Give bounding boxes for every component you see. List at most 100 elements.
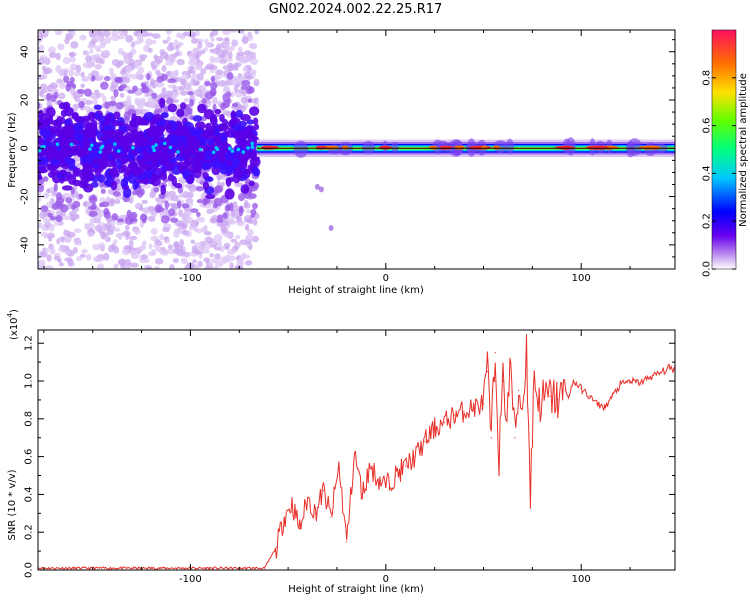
noise-blob — [89, 48, 94, 54]
noise-blob — [125, 102, 130, 107]
tonal-peak — [378, 145, 393, 150]
snr-point — [150, 567, 152, 569]
noise-blob — [70, 40, 79, 49]
colorbar-tick-label: 0.4 — [702, 165, 713, 181]
noise-blob — [121, 248, 131, 256]
noise-blob — [119, 92, 125, 98]
noise-blob — [38, 222, 43, 229]
noise-blob — [243, 150, 251, 161]
x-tick-label: 0 — [383, 574, 389, 585]
noise-blob — [207, 261, 214, 267]
snr-point — [564, 389, 567, 392]
noise-peak — [99, 146, 103, 150]
noise-blob — [128, 239, 134, 248]
noise-blob — [91, 202, 97, 210]
noise-blob — [196, 198, 203, 204]
noise-blob — [240, 184, 250, 194]
noise-blob — [141, 97, 146, 105]
noise-blob — [166, 45, 175, 52]
noise-blob — [43, 58, 49, 64]
noise-blob — [247, 218, 254, 225]
noise-blob — [163, 105, 170, 114]
noise-blob — [171, 194, 179, 202]
noise-blob — [167, 56, 177, 64]
snr-point — [322, 490, 324, 492]
noise-blob — [183, 251, 191, 258]
noise-blob — [214, 69, 224, 75]
noise-blob — [147, 47, 153, 53]
noise-blob — [203, 108, 215, 120]
noise-blob — [202, 181, 210, 191]
noise-blob — [184, 183, 193, 189]
colorbar-tick-label: 0.6 — [702, 118, 713, 134]
noise-peak — [163, 141, 167, 146]
noise-blob — [38, 57, 46, 65]
x-tick-label: 100 — [572, 574, 591, 585]
colorbar-tick-label: 0.2 — [702, 213, 713, 229]
y-tick-label: 1.2 — [24, 335, 35, 351]
noise-blob — [192, 90, 198, 96]
noise-blob — [210, 116, 218, 126]
noise-blob — [247, 229, 254, 236]
noise-blob — [134, 228, 141, 235]
snr-point — [228, 567, 231, 569]
noise-blob — [196, 215, 202, 223]
noise-blob — [250, 57, 258, 66]
noise-blob — [159, 49, 166, 55]
noise-blob — [233, 168, 244, 179]
noise-blob — [58, 102, 69, 110]
snr-point — [541, 399, 543, 401]
noise-blob — [223, 232, 232, 238]
noise-blob — [69, 56, 76, 63]
noise-blob — [214, 261, 224, 268]
noise-blob — [248, 180, 255, 187]
noise-blob — [86, 253, 92, 261]
noise-blob — [162, 39, 169, 44]
noise-blob — [186, 138, 198, 150]
noise-blob — [102, 95, 107, 103]
y-scale-factor: (x104) — [6, 309, 20, 340]
noise-blob — [48, 52, 57, 59]
noise-blob — [40, 231, 48, 237]
noise-blob — [113, 227, 121, 232]
snr-point — [648, 376, 651, 378]
noise-blob — [38, 44, 45, 52]
noise-blob — [160, 112, 169, 119]
noise-blob — [174, 228, 181, 234]
noise-blob — [237, 257, 243, 265]
noise-peak — [90, 143, 94, 148]
noise-blob — [241, 36, 249, 45]
snr-point — [291, 503, 293, 505]
noise-blob — [98, 159, 108, 170]
noise-blob — [206, 176, 214, 182]
noise-blob — [246, 119, 255, 125]
noise-blob — [42, 176, 49, 182]
noise-blob — [219, 113, 225, 123]
noise-peak — [113, 142, 117, 146]
noise-blob — [63, 215, 72, 221]
noise-blob — [129, 122, 140, 128]
snr-point — [529, 493, 532, 496]
y-tick-label: 20 — [20, 94, 31, 107]
snr-point — [482, 403, 485, 405]
y-axis-label: Frequency (Hz) — [7, 112, 18, 188]
noise-blob — [224, 254, 232, 263]
noise-blob — [125, 65, 133, 74]
noise-blob — [43, 129, 52, 139]
tonal-lobe — [391, 141, 399, 153]
noise-blob — [49, 82, 59, 90]
chart-title: GN02.2024.002.22.25.R17 — [268, 2, 443, 17]
noise-blob — [232, 124, 241, 131]
noise-blob — [38, 184, 45, 193]
noise-blob — [236, 51, 246, 56]
noise-blob — [108, 100, 117, 107]
snr-point — [424, 440, 426, 443]
noise-blob — [202, 172, 209, 180]
noise-blob — [136, 102, 145, 110]
noise-blob — [67, 231, 76, 238]
noise-blob — [206, 128, 214, 138]
noise-blob — [129, 262, 139, 268]
tonal-peak — [266, 145, 274, 150]
noise-blob — [113, 88, 119, 98]
noise-blob — [167, 78, 177, 84]
